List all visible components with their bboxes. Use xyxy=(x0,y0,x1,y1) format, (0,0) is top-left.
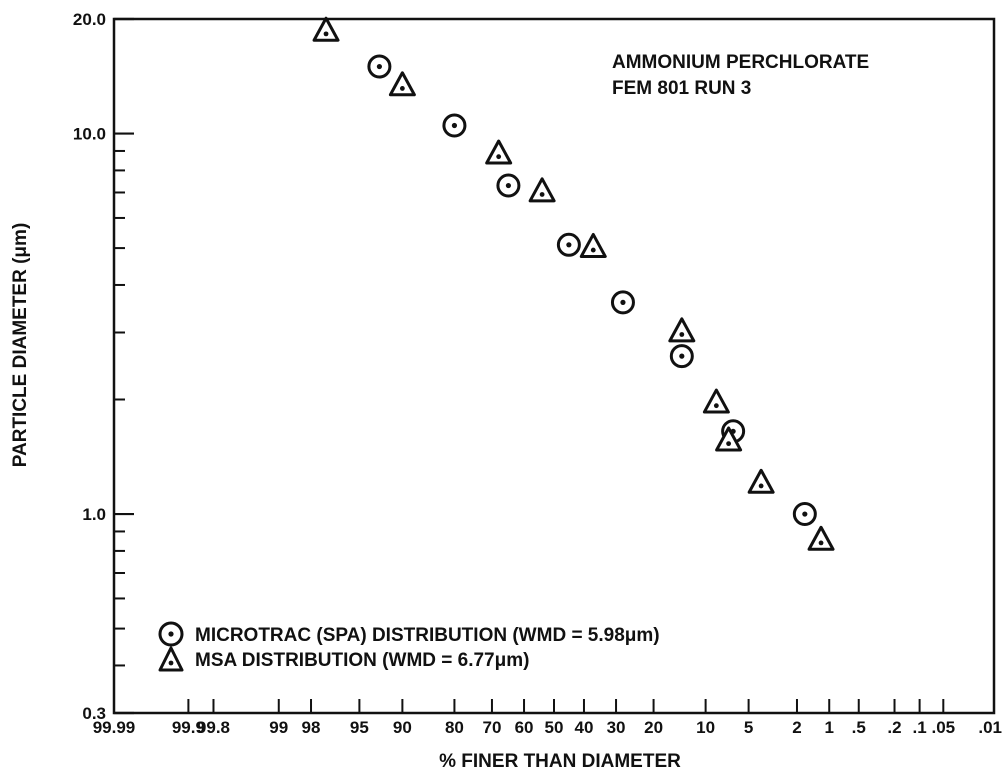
x-tick-label: 98 xyxy=(302,718,321,737)
circle-marker xyxy=(442,113,467,138)
x-tick-label: .05 xyxy=(931,718,955,737)
x-tick-label: 80 xyxy=(445,718,464,737)
x-tick-label: 99.99 xyxy=(93,718,136,737)
circle-marker xyxy=(496,173,521,198)
y-axis-ticks xyxy=(114,17,134,715)
y-tick-label: 0.3 xyxy=(82,704,106,723)
x-axis-tick-labels: 99.99 99.999.8 99 98 95 90 80 70 60 50 40 30 20 10 5 2 1… xyxy=(93,718,1002,737)
legend-marker-circle-icon xyxy=(158,621,184,647)
x-tick-label: 10 xyxy=(696,718,715,737)
circle-marker xyxy=(792,502,817,527)
y-tick-label: 20.0 xyxy=(73,10,106,29)
x-tick-label: 99.8 xyxy=(197,718,230,737)
y-axis-tick-labels: 20.0 10.0 1.0 0.3 xyxy=(73,10,106,723)
x-tick-label: .2 xyxy=(887,718,901,737)
circle-marker xyxy=(556,232,581,257)
circle-marker xyxy=(669,344,694,369)
triangle-marker xyxy=(312,16,340,42)
chart-annotation: AMMONIUM PERCHLORATE FEM 801 RUN 3 xyxy=(612,52,869,99)
x-tick-label: 60 xyxy=(515,718,534,737)
series-msa xyxy=(312,16,835,551)
annotation-line-2: FEM 801 RUN 3 xyxy=(612,78,751,99)
triangle-marker xyxy=(668,317,696,343)
x-tick-label: .5 xyxy=(852,718,866,737)
x-tick-label: 5 xyxy=(744,718,753,737)
x-tick-label: 40 xyxy=(575,718,594,737)
circle-marker xyxy=(367,54,392,79)
x-tick-label: 20 xyxy=(644,718,663,737)
triangle-marker xyxy=(579,232,607,258)
triangle-marker xyxy=(715,426,743,452)
data-series xyxy=(312,16,835,551)
annotation-line-1: AMMONIUM PERCHLORATE xyxy=(612,52,869,73)
x-tick-label: 30 xyxy=(607,718,626,737)
y-tick-label: 1.0 xyxy=(82,505,106,524)
x-tick-label: 90 xyxy=(393,718,412,737)
triangle-marker xyxy=(702,388,730,414)
x-tick-label: 1 xyxy=(824,718,833,737)
triangle-marker xyxy=(747,468,775,494)
x-tick-label: 95 xyxy=(350,718,369,737)
triangle-marker xyxy=(485,139,513,165)
x-tick-label: .01 xyxy=(978,718,1002,737)
legend: MICROTRAC (SPA) DISTRIBUTION (WMD = 5.98… xyxy=(158,621,660,672)
series-microtrac xyxy=(367,54,817,527)
plot-frame xyxy=(112,17,996,715)
y-axis-title: PARTICLE DIAMETER (μm) xyxy=(10,223,31,468)
legend-label-msa: MSA DISTRIBUTION (WMD = 6.77μm) xyxy=(195,650,529,671)
x-axis-ticks xyxy=(113,699,995,713)
circle-marker xyxy=(610,290,635,315)
x-tick-label: 2 xyxy=(792,718,801,737)
legend-marker-triangle-icon xyxy=(158,646,184,672)
x-tick-label: 70 xyxy=(482,718,501,737)
x-axis-title: % FINER THAN DIAMETER xyxy=(439,751,681,772)
x-tick-label: .1 xyxy=(913,718,927,737)
x-tick-label: 99 xyxy=(269,718,288,737)
triangle-marker xyxy=(528,177,556,203)
legend-label-microtrac: MICROTRAC (SPA) DISTRIBUTION (WMD = 5.98… xyxy=(195,625,660,646)
triangle-marker xyxy=(807,525,835,551)
y-tick-label: 10.0 xyxy=(73,125,106,144)
x-tick-label: 99.9 xyxy=(172,718,205,737)
triangle-marker xyxy=(388,71,416,97)
x-tick-label: 50 xyxy=(545,718,564,737)
